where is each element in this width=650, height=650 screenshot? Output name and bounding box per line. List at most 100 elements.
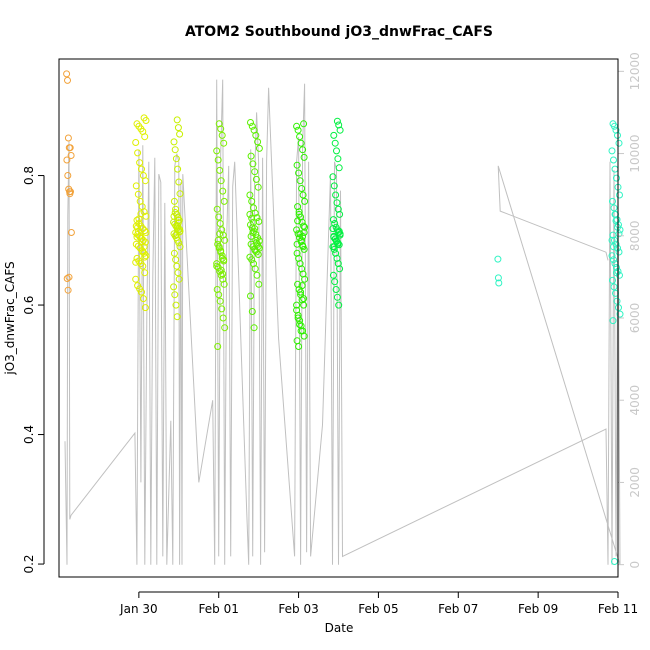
data-point <box>252 175 260 183</box>
data-point <box>213 147 221 155</box>
data-point <box>613 269 620 277</box>
data-point <box>220 257 228 265</box>
data-point <box>300 120 308 128</box>
data-point <box>170 283 178 291</box>
data-point <box>293 122 301 130</box>
data-point <box>141 238 149 246</box>
data-point <box>66 190 74 198</box>
data-point <box>295 169 303 177</box>
data-point <box>251 265 259 273</box>
data-point <box>171 291 179 299</box>
data-point <box>495 279 503 287</box>
data-point <box>293 301 301 309</box>
data-point <box>219 275 227 283</box>
data-point <box>171 146 179 154</box>
data-point <box>329 271 337 279</box>
data-point <box>138 165 145 173</box>
data-point <box>215 291 223 299</box>
data-point <box>173 262 181 270</box>
data-point <box>334 260 342 268</box>
data-point <box>293 161 301 169</box>
altitude-line <box>64 79 621 565</box>
data-point <box>142 117 150 124</box>
data-point <box>248 256 256 264</box>
data-point <box>172 155 180 163</box>
data-point <box>610 243 617 251</box>
data-point <box>609 276 616 284</box>
data-point <box>301 223 309 231</box>
data-point <box>610 204 618 212</box>
data-point <box>175 275 183 283</box>
data-point <box>296 133 304 141</box>
data-point <box>251 168 259 176</box>
data-point <box>608 236 616 244</box>
data-point <box>336 126 344 134</box>
data-point <box>220 139 228 147</box>
data-point <box>335 121 343 129</box>
data-point <box>615 230 623 238</box>
data-point <box>132 182 140 190</box>
data-point <box>64 172 72 179</box>
data-point <box>251 247 259 255</box>
data-point <box>63 156 71 164</box>
data-point <box>255 218 263 225</box>
x-tick-label: Feb 07 <box>438 602 478 616</box>
data-point <box>219 270 227 278</box>
data-point <box>295 343 303 350</box>
data-point <box>330 131 338 139</box>
data-point <box>248 214 256 222</box>
data-point <box>300 153 308 161</box>
data-point <box>134 190 142 198</box>
series-4 <box>213 120 229 350</box>
data-point <box>214 343 222 350</box>
data-point <box>215 213 223 221</box>
data-point <box>67 229 75 236</box>
data-point <box>176 243 184 251</box>
x-tick-label: Feb 09 <box>518 602 558 616</box>
data-point <box>65 273 73 281</box>
data-point <box>63 70 71 78</box>
data-point <box>247 119 254 126</box>
data-point <box>494 255 502 263</box>
data-point <box>616 191 623 199</box>
data-point <box>295 210 303 218</box>
data-point <box>330 245 338 253</box>
data-point <box>246 210 254 218</box>
data-point <box>220 197 228 205</box>
data-point <box>608 147 616 155</box>
data-point <box>170 197 178 205</box>
data-point <box>247 152 255 160</box>
data-point <box>213 262 221 270</box>
data-point <box>335 227 343 235</box>
data-point <box>216 230 224 238</box>
secondary-tick-label: 10000 <box>628 135 642 173</box>
data-point <box>214 156 222 164</box>
data-point <box>299 146 307 154</box>
data-point <box>217 266 225 274</box>
data-point <box>173 313 181 321</box>
data-point <box>293 249 301 257</box>
data-point <box>141 253 149 261</box>
data-point <box>336 210 344 218</box>
plot-frame <box>58 58 619 578</box>
y-axis-label: jO3_dnwFrac_CAFS <box>3 261 17 375</box>
data-point <box>137 210 145 218</box>
data-point <box>176 190 184 198</box>
data-point <box>175 216 183 224</box>
data-point <box>335 301 343 309</box>
data-points-layer <box>63 70 624 565</box>
data-point <box>333 117 341 125</box>
data-point <box>139 295 147 303</box>
data-point <box>298 282 306 290</box>
secondary-tick-label: 0 <box>628 561 642 569</box>
data-point <box>334 205 342 213</box>
data-point <box>333 254 341 262</box>
secondary-tick-label: 2000 <box>628 467 642 498</box>
data-point <box>248 122 256 130</box>
data-point <box>255 280 263 288</box>
data-point <box>139 262 147 270</box>
data-point <box>494 274 502 282</box>
chart-title: ATOM2 Southbound jO3_dnwFrac_CAFS <box>185 24 493 40</box>
data-point <box>218 305 226 313</box>
